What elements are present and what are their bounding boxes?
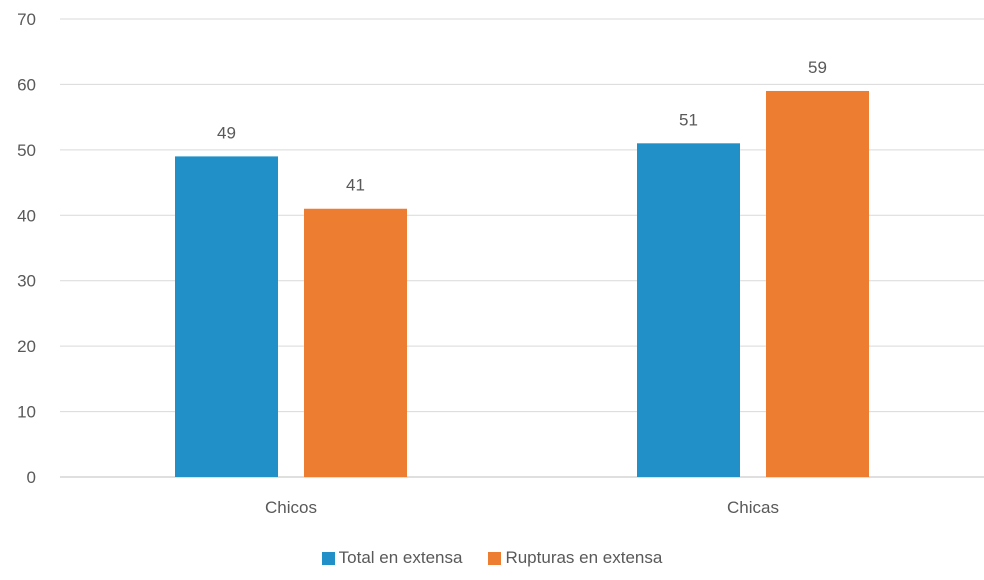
y-tick-label: 60 [17,75,36,94]
y-tick-label: 10 [17,403,36,422]
x-category-label: Chicos [265,498,317,517]
legend-label-total: Total en extensa [338,548,463,567]
bar-chicos-series-0 [175,156,278,477]
data-label: 59 [808,58,827,77]
y-tick-label: 20 [17,337,36,356]
legend-swatch-rupturas [488,551,502,565]
data-labels: 49 41 51 59 [217,58,827,195]
legend-swatch-total [321,551,335,565]
legend: Total en extensa Rupturas en extensa [0,543,984,573]
legend-item-rupturas: Rupturas en extensa [488,548,662,568]
data-label: 51 [679,110,698,129]
y-tick-label: 70 [17,10,36,29]
y-tick-label: 50 [17,141,36,160]
y-axis-ticks: 0 10 20 30 40 50 60 70 [17,10,36,487]
bar-chicas-series-1 [766,90,869,477]
legend-item-total: Total en extensa [321,548,463,568]
y-tick-label: 40 [17,206,36,225]
legend-label-rupturas: Rupturas en extensa [505,548,663,567]
bars [175,90,869,478]
y-tick-label: 30 [17,272,36,291]
x-category-label: Chicas [727,498,779,517]
data-label: 41 [346,176,365,195]
x-axis-categories: Chicos Chicas [265,498,779,517]
data-label: 49 [217,123,236,142]
y-tick-label: 0 [27,468,36,487]
bar-chicas-series-0 [637,143,740,478]
bar-chicos-series-1 [304,208,407,477]
